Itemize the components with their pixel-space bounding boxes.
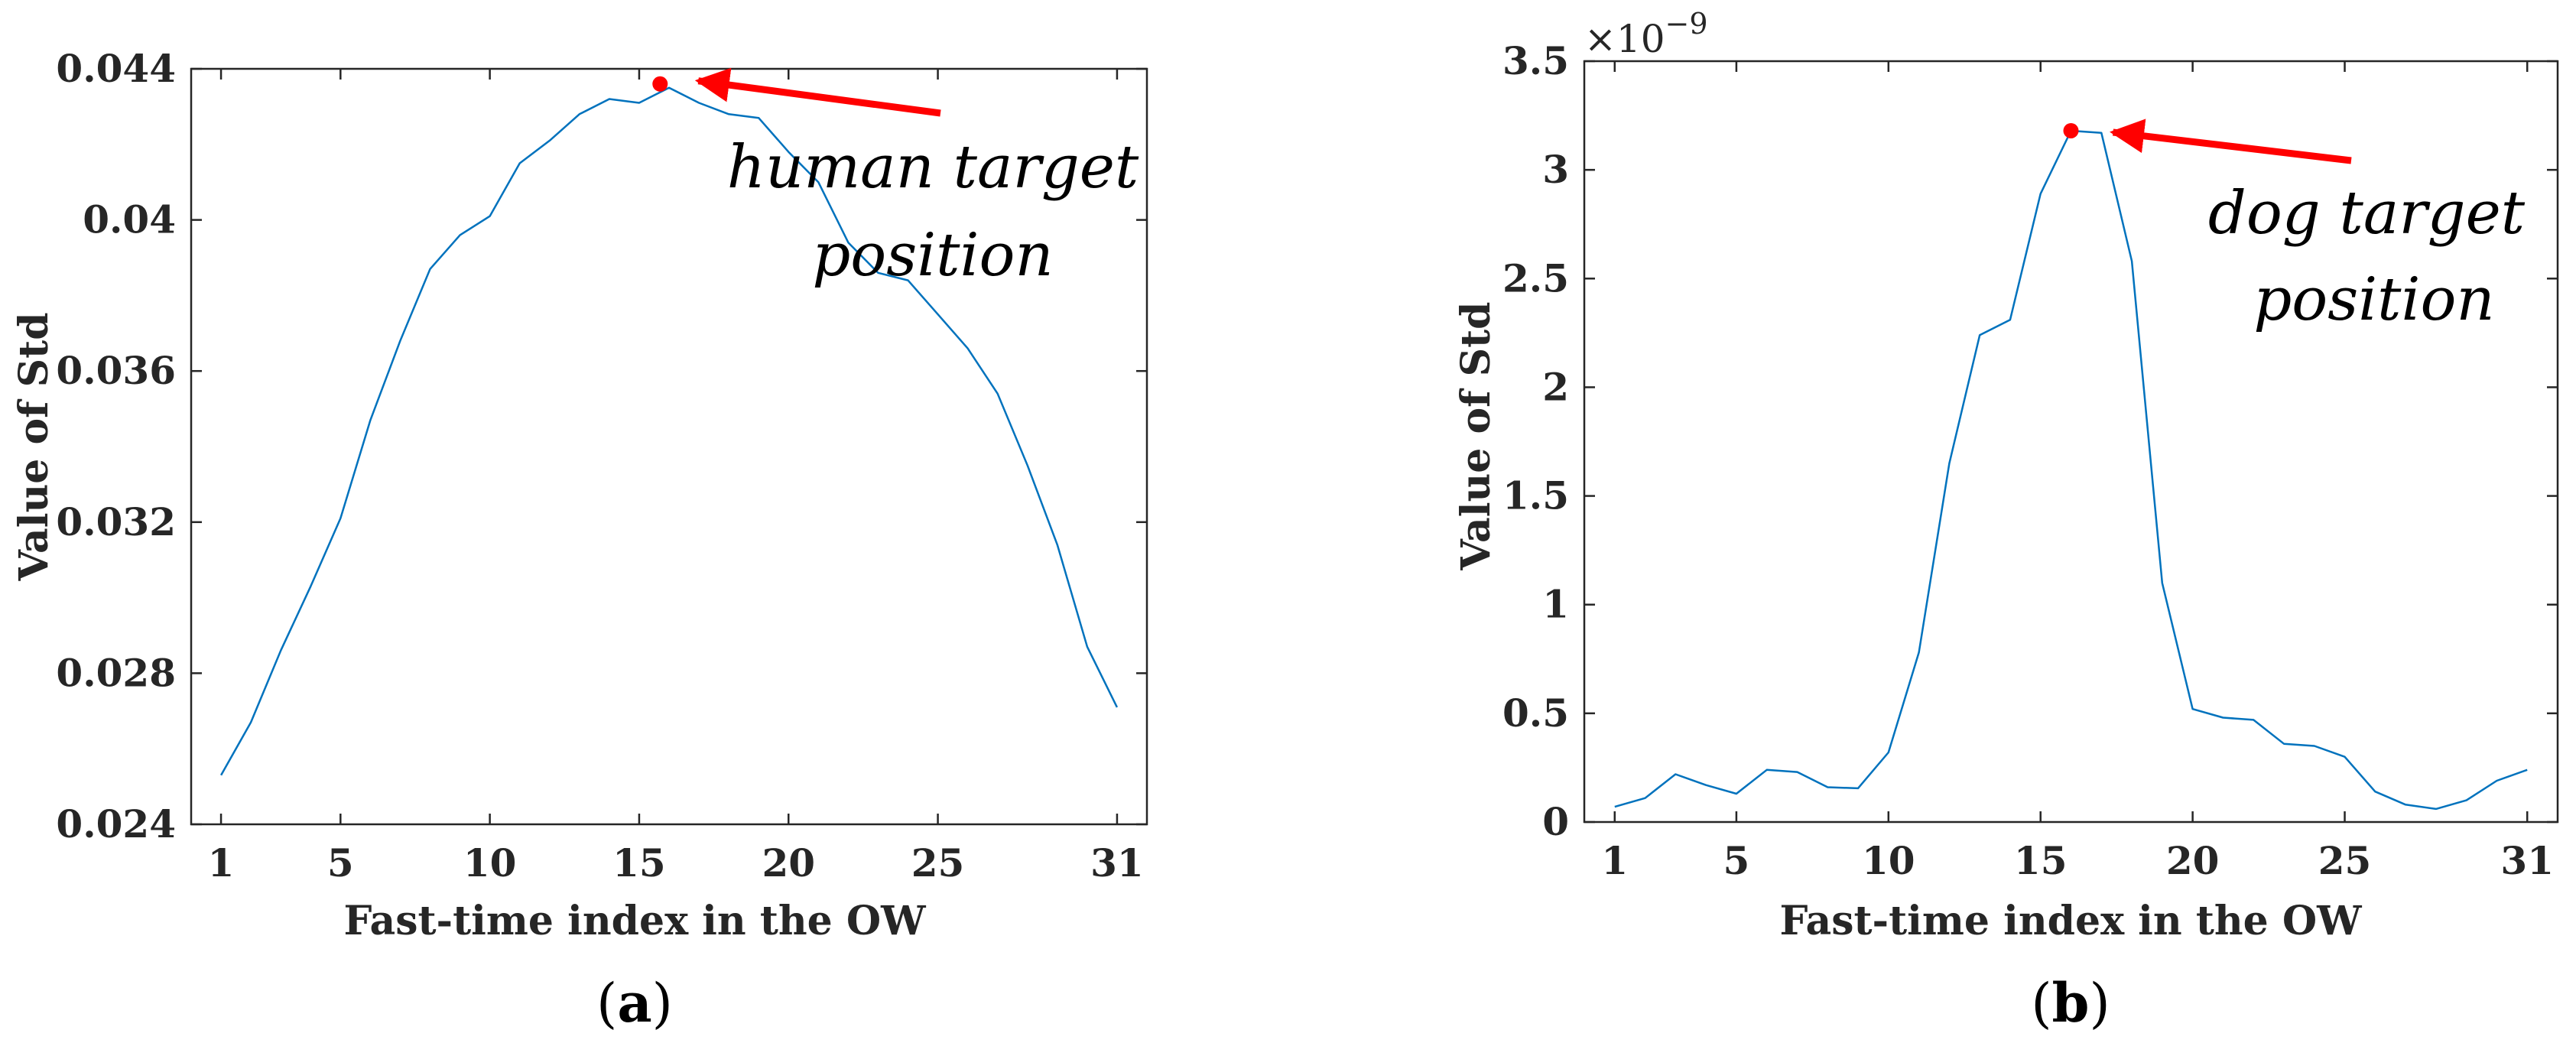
axes-box [1583, 60, 2559, 824]
y-tick-label: 0.024 [56, 801, 176, 846]
x-tick-label: 10 [1862, 838, 1915, 883]
y-tick-label: 0.044 [56, 46, 176, 91]
annotation-arrow [694, 67, 941, 117]
x-tick-label: 20 [762, 840, 815, 885]
annotation-arrow [2110, 119, 2352, 164]
annotation-line1: dog target [2208, 179, 2526, 248]
x-tick-label: 31 [2500, 838, 2554, 883]
x-tick-label: 1 [1601, 838, 1628, 883]
annotation-line2: position [2253, 265, 2494, 334]
y-tick-label: 2.5 [1502, 255, 1569, 301]
x-tick-label: 31 [1090, 840, 1144, 885]
series-line [220, 86, 1119, 776]
y-tick-label: 3.5 [1502, 38, 1569, 83]
plot-area: 1 5 10 15 20 25 310.0240.0280.0320.0360.040.04… [56, 46, 1148, 885]
chart-panel-a: 1 5 10 15 20 25 310.0240.0280.0320.0360.040.04… [11, 46, 1148, 1035]
x-tick-label: 10 [463, 840, 517, 885]
annotation-line1: human target [727, 133, 1139, 202]
panel-caption: (b) [2031, 971, 2110, 1035]
exponent-label: ×10−9 [1584, 7, 1708, 61]
y-tick-label: 0.032 [56, 499, 176, 544]
y-tick-label: 3 [1542, 147, 1569, 192]
x-tick-label: 20 [2166, 838, 2220, 883]
y-tick-label: 0.036 [56, 348, 176, 393]
x-axis-label: Fast-time index in the OW [1779, 898, 2363, 944]
x-tick-label: 15 [2014, 838, 2068, 883]
y-tick-label: 1.5 [1502, 473, 1569, 518]
target-marker [2063, 122, 2079, 138]
x-tick-label: 1 [208, 840, 235, 885]
y-tick-label: 0.028 [56, 650, 176, 695]
x-tick-label: 5 [327, 840, 354, 885]
target-marker [652, 76, 668, 92]
x-tick-label: 25 [911, 840, 965, 885]
y-tick-label: 0.5 [1502, 690, 1569, 736]
y-tick-label: 0.04 [83, 197, 176, 242]
y-axis-label: Value of Std [1453, 301, 1499, 570]
y-tick-label: 1 [1542, 582, 1569, 627]
y-tick-label: 0 [1542, 799, 1569, 844]
y-axis-label: Value of Std [11, 312, 57, 581]
axes-box [190, 67, 1148, 826]
y-tick-label: 2 [1542, 364, 1569, 409]
x-tick-label: 15 [612, 840, 666, 885]
x-tick-label: 25 [2318, 838, 2372, 883]
x-tick-label: 5 [1723, 838, 1750, 883]
panel-caption: (a) [596, 971, 673, 1035]
x-axis-label: Fast-time index in the OW [343, 898, 927, 944]
annotation-line2: position [812, 221, 1053, 290]
